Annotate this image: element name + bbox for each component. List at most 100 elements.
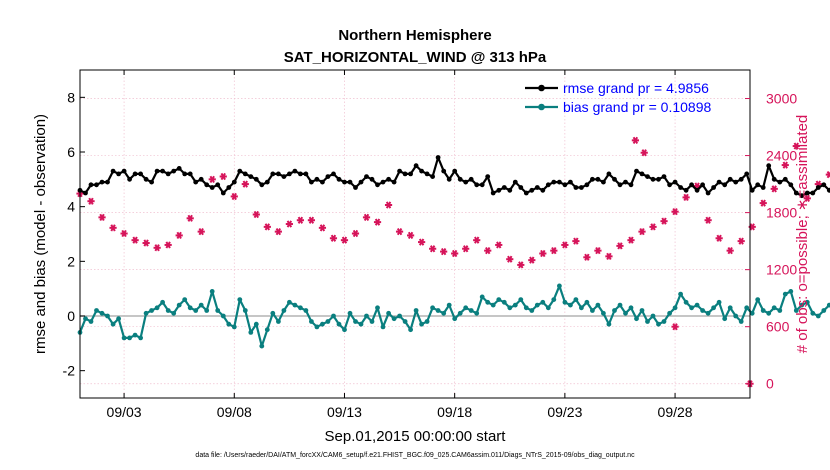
rmse-point [650,176,656,182]
rmse-point [590,176,595,182]
rmse-point [700,182,705,188]
obs-point-stroke [628,236,634,244]
obs-point [329,234,338,242]
bias-point [287,299,292,305]
bias-point [799,302,805,308]
bias-point [749,310,755,316]
obs-point-stroke [595,247,601,255]
rmse-point [138,171,144,177]
bias-point [683,299,689,305]
obs-point-stroke [518,261,524,269]
obs-point [252,210,260,219]
obs-point [418,238,426,246]
obs-point-stroke [632,136,639,144]
obs-point-stroke [606,252,612,260]
rmse-point [391,179,397,185]
obs-point [263,223,271,231]
rmse-point [485,174,491,180]
obs-point-stroke [782,161,788,169]
bias-point [557,283,562,289]
bias-point [507,305,513,311]
bias-point [584,299,590,305]
obs-point-stroke [220,172,226,181]
rmse-point [259,182,265,188]
bias-point [782,291,788,297]
rmse-point [551,179,557,185]
obs-point [539,249,547,258]
bias-point [810,310,816,316]
obs-point [164,241,172,249]
obs-point-stroke [209,175,215,183]
bias-point [573,297,579,302]
rmse-point [292,168,298,174]
rmse-point [678,185,683,190]
bias-point [110,321,116,327]
bias-point [656,321,661,327]
obs-point-stroke [738,237,744,245]
rmse-series [77,155,830,199]
bias-point [132,332,138,338]
bias-point [303,308,309,313]
y-left-tick-label: 0 [67,308,75,324]
bias-point [623,310,628,316]
legend-bias-marker [538,103,545,111]
obs-point-stroke [551,247,557,255]
rmse-point [347,179,353,185]
rmse-point [336,176,342,182]
bias-point [705,310,711,316]
rmse-point [303,171,309,177]
rmse-point [766,163,772,169]
rmse-point [639,171,645,177]
rmse-point [799,193,805,199]
obs-point [109,224,117,232]
x-tick-label: 09/03 [107,404,142,420]
bias-point [386,310,391,316]
bias-point [342,327,347,333]
rmse-point [402,171,408,177]
plot-frame [79,69,751,399]
bias-point [248,330,254,335]
y-right-tick-label: 2400 [766,148,797,164]
obs-point-stroke [672,323,678,331]
bias-point [220,313,226,319]
bias-point [237,297,243,302]
rmse-point [617,182,623,188]
rmse-point [419,168,424,174]
rmse-point [446,176,452,182]
obs-point-stroke [319,224,326,232]
obs-point-stroke [264,223,271,231]
obs-point-stroke [418,238,425,246]
obs-point [395,228,404,236]
obs-point-stroke [584,253,590,261]
plot-area [80,70,750,398]
rmse-point [165,171,171,177]
y-axis-left: -2 0 2 4 6 8 [63,89,85,379]
rmse-point [424,171,430,177]
obs-point [440,247,448,256]
x-axis: 09/03 09/08 09/13 09/18 09/23 09/28 [107,70,693,420]
bias-point [501,299,507,305]
obs-point [241,180,249,188]
bias-point [231,324,237,330]
bias-point [121,335,127,341]
x-tick-label: 09/23 [547,404,582,420]
obs-point [484,247,492,255]
rmse-point [512,179,518,185]
rmse-point [397,168,402,174]
rmse-point [452,168,458,174]
bias-point [518,297,524,302]
rmse-point [160,168,166,174]
obs-point [506,255,514,263]
x-tick-label: 09/28 [658,404,693,420]
y-left-tick-label: -2 [63,363,76,379]
obs-point-stroke [121,229,127,238]
rmse-point [287,171,292,177]
rmse-point [479,182,485,188]
bias-point [661,319,667,324]
rmse-point [331,171,336,177]
rmse-point [463,179,469,185]
bias-point [149,308,155,313]
rmse-point [490,190,496,196]
rmse-point [193,179,199,185]
obs-point [373,218,382,226]
